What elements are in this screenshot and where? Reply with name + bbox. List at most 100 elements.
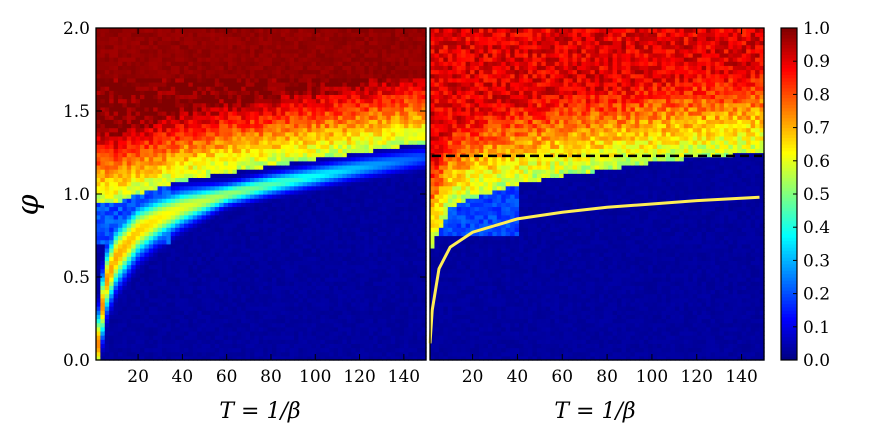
heatmap-cell — [192, 235, 198, 241]
heatmap-cell — [254, 214, 260, 220]
heatmap-cell — [254, 156, 260, 162]
heatmap-cell — [118, 98, 123, 104]
heatmap-cell — [245, 314, 251, 320]
heatmap-cell — [289, 297, 295, 303]
heatmap-cell — [285, 202, 291, 208]
heatmap-cell — [263, 243, 269, 249]
heatmap-cell — [276, 44, 282, 50]
heatmap-cell — [236, 181, 242, 187]
heatmap-cell — [179, 198, 185, 203]
heatmap-cell — [170, 177, 176, 183]
heatmap-cell — [307, 73, 313, 79]
heatmap-cell — [118, 306, 123, 311]
heatmap-cell — [250, 32, 255, 37]
heatmap-cell — [197, 90, 203, 95]
heatmap-cell — [329, 156, 335, 162]
heatmap-cell — [298, 306, 304, 311]
heatmap-cell — [113, 164, 119, 170]
heatmap-cell — [272, 28, 277, 33]
heatmap-cell — [267, 106, 273, 112]
heatmap-cell — [276, 260, 282, 266]
heatmap-cell — [355, 135, 361, 141]
heatmap-cell — [122, 318, 128, 324]
heatmap-cell — [298, 28, 304, 33]
heatmap-cell — [258, 40, 264, 46]
heatmap-cell — [157, 73, 163, 79]
heatmap-cell — [179, 318, 185, 324]
heatmap-cell — [338, 106, 343, 112]
heatmap-cell — [118, 214, 123, 220]
heatmap-cell — [100, 77, 106, 83]
heatmap-cell — [175, 185, 181, 191]
heatmap-cell — [140, 347, 145, 353]
heatmap-cell — [250, 289, 255, 295]
heatmap-cell — [109, 148, 115, 154]
heatmap-cell — [192, 210, 198, 216]
heatmap-cell — [214, 57, 220, 62]
heatmap-cell — [118, 297, 123, 303]
heatmap-cell — [294, 81, 299, 87]
heatmap-cell — [184, 81, 189, 87]
heatmap-cell — [100, 310, 106, 315]
heatmap-cell — [153, 119, 159, 125]
heatmap-cell — [276, 65, 282, 71]
heatmap-cell — [346, 169, 352, 174]
heatmap-cell — [272, 65, 277, 71]
heatmap-cell — [118, 61, 123, 66]
heatmap-cell — [333, 73, 339, 79]
heatmap-cell — [166, 185, 172, 191]
heatmap-cell — [219, 322, 225, 328]
heatmap-cell — [258, 52, 264, 58]
heatmap-cell — [109, 235, 115, 241]
heatmap-cell — [166, 119, 172, 125]
heatmap-cell — [232, 330, 238, 336]
heatmap-cell — [135, 189, 141, 195]
heatmap-cell — [104, 231, 110, 237]
heatmap-cell — [223, 119, 229, 125]
heatmap-cell — [192, 318, 198, 324]
heatmap-cell — [324, 289, 330, 295]
heatmap-cell — [267, 281, 273, 286]
heatmap-cell — [109, 90, 115, 95]
heatmap-cell — [179, 65, 185, 71]
heatmap-cell — [298, 44, 304, 50]
heatmap-cell — [258, 69, 264, 75]
heatmap-cell — [179, 131, 185, 137]
heatmap-cell — [170, 65, 176, 71]
heatmap-cell — [245, 223, 251, 228]
heatmap-cell — [329, 343, 335, 349]
heatmap-cell — [267, 264, 273, 270]
heatmap-cell — [294, 330, 299, 336]
heatmap-cell — [276, 194, 282, 199]
heatmap-cell — [272, 189, 277, 195]
heatmap-cell — [364, 339, 370, 344]
heatmap-cell — [148, 347, 154, 353]
heatmap-cell — [197, 127, 203, 133]
heatmap-cell — [342, 61, 348, 66]
heatmap-cell — [118, 239, 123, 245]
heatmap-cell — [236, 173, 242, 178]
heatmap-cell — [135, 177, 141, 183]
heatmap-cell — [96, 144, 101, 149]
heatmap-cell — [364, 164, 370, 170]
heatmap-cell — [197, 268, 203, 274]
heatmap-cell — [135, 210, 141, 216]
heatmap-cell — [170, 148, 176, 154]
heatmap-cell — [280, 148, 286, 154]
heatmap-cell — [140, 306, 145, 311]
heatmap-cell — [140, 28, 145, 33]
heatmap-cell — [228, 297, 233, 303]
heatmap-cell — [245, 256, 251, 261]
heatmap-cell — [113, 57, 119, 62]
heatmap-cell — [267, 243, 273, 249]
heatmap-cell — [307, 247, 313, 253]
heatmap-cell — [184, 164, 189, 170]
heatmap-cell — [232, 227, 238, 232]
heatmap-cell — [214, 65, 220, 71]
heatmap-cell — [364, 169, 370, 174]
heatmap-cell — [197, 115, 203, 120]
heatmap-cell — [170, 106, 176, 112]
heatmap-cell — [276, 297, 282, 303]
heatmap-cell — [241, 202, 247, 208]
heatmap-cell — [109, 57, 115, 62]
